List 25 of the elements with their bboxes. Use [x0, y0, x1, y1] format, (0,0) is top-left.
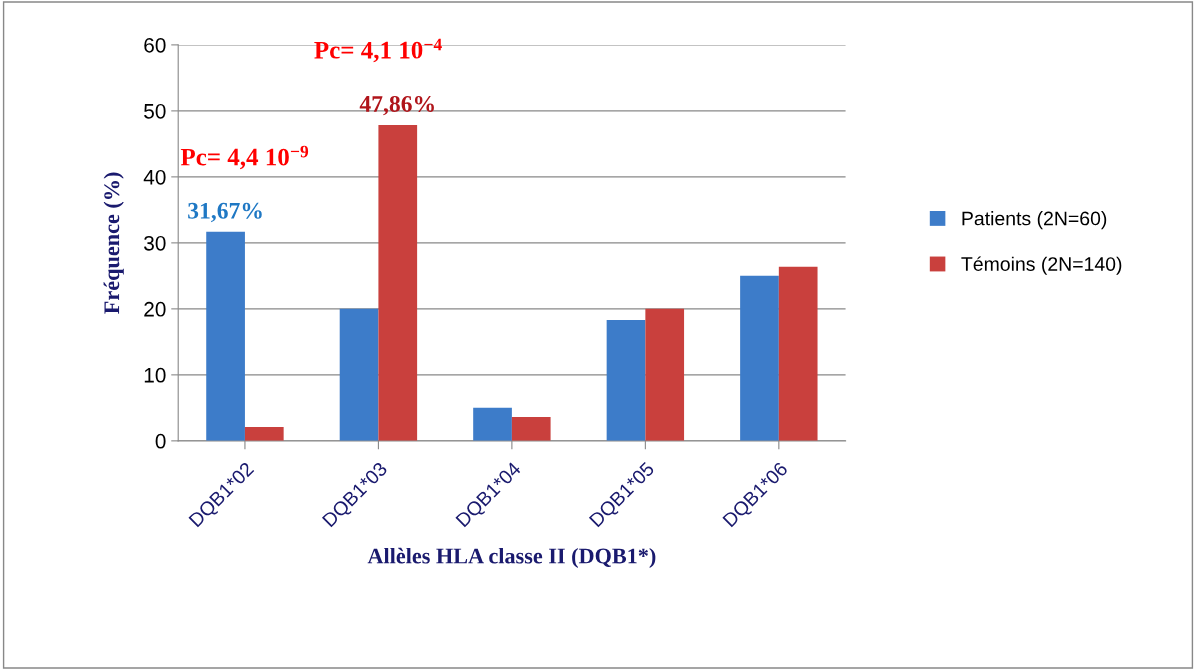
- bar: [378, 125, 418, 441]
- y-tick-label: 50: [144, 103, 166, 119]
- data-label: 31,67%: [188, 202, 262, 223]
- bar: [645, 308, 685, 441]
- y-tick-label: 0: [155, 433, 166, 449]
- bar: [778, 266, 818, 441]
- bar: [473, 407, 512, 441]
- data-label: 47,86%: [359, 95, 434, 116]
- annotation: Pc= 4,1 10$^{−4}$: [314, 38, 442, 63]
- legend-label: Patients (2N=60): [962, 211, 1107, 230]
- y-tick-label: 30: [144, 235, 166, 251]
- bar: [339, 308, 379, 441]
- y-tick-label: 10: [144, 367, 166, 383]
- y-tick-label: 40: [143, 169, 166, 185]
- bar: [511, 417, 551, 441]
- y-tick-label: 60: [144, 37, 166, 53]
- bar: [206, 231, 245, 441]
- y-tick-label: 20: [144, 301, 166, 317]
- legend-label: Témoins (2N=140): [961, 256, 1122, 275]
- bar: [606, 320, 646, 441]
- y-axis-title: Fréquence (%): [103, 172, 124, 314]
- bar: [740, 275, 779, 441]
- bar: [244, 427, 284, 441]
- x-axis-title: Allèles HLA classe II (DQB1*): [367, 547, 656, 569]
- annotation: Pc= 4,4 10$^{−9}$: [180, 145, 309, 170]
